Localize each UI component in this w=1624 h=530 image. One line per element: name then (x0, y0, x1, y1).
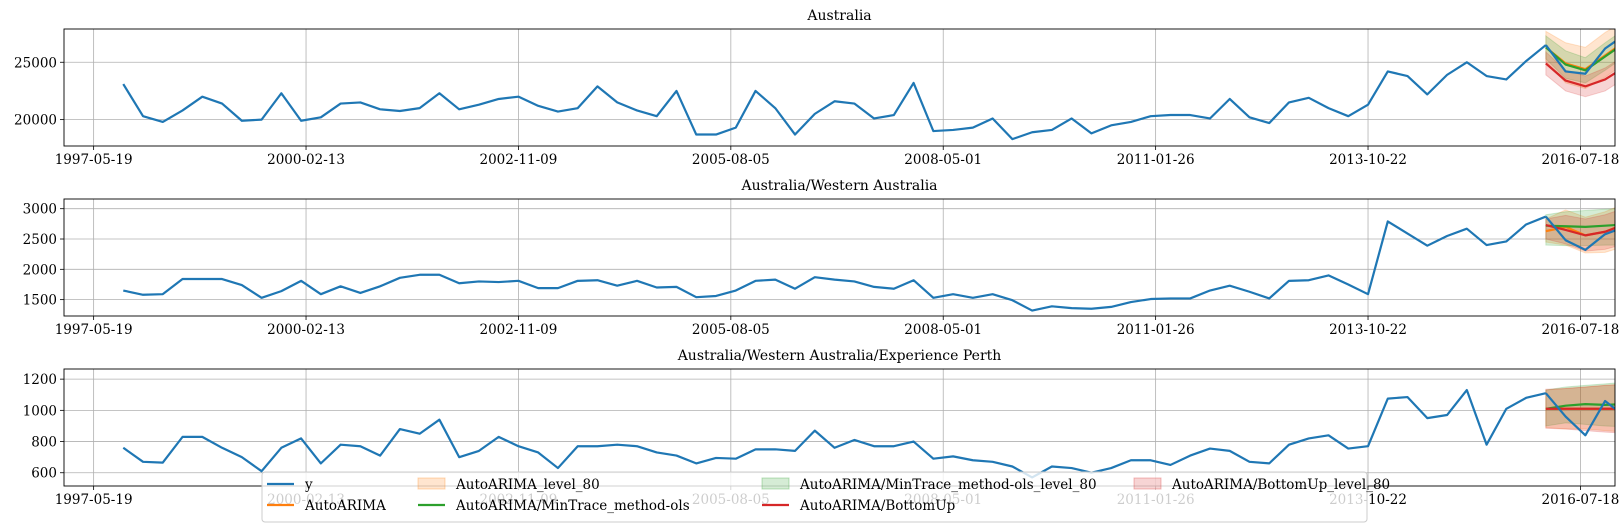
axes-frame (63, 368, 1616, 487)
legend-swatch-patch (761, 477, 790, 490)
y-tick-label: 25000 (14, 55, 57, 71)
series-line-forecast (1545, 46, 1615, 72)
interval-band (1545, 206, 1615, 254)
x-tick-label: 2011-01-26 (1117, 152, 1195, 168)
axes-frame (63, 198, 1616, 317)
axes-frame (63, 28, 1616, 147)
y-tick-label: 600 (31, 466, 57, 482)
panel-1: 1997-05-19 2000-02-13 2002-11-09 2005-08-05… (14, 8, 1620, 168)
x-tick-label: 2002-11-09 (480, 152, 558, 168)
legend-label: AutoARIMA/BottomUp_level_80 (1171, 477, 1390, 493)
x-tick-label: 2000-02-13 (267, 322, 345, 338)
x-tick-label: 2016-07-18 (1542, 152, 1620, 168)
legend-label: AutoARIMA/BottomUp (799, 498, 955, 514)
interval-band (1545, 29, 1615, 90)
x-tick-label: 1997-05-19 (55, 492, 133, 508)
legend: y AutoARIMA AutoARIMA_level_80 AutoARIMA/Mi… (261, 471, 1390, 523)
y-tick-label: 20000 (14, 113, 57, 129)
plot-area (122, 29, 1615, 141)
legend-swatch-patch (1133, 477, 1162, 490)
y-tick-label: 3000 (23, 202, 57, 218)
series-line-y-actual (1544, 40, 1615, 75)
interval-band (1545, 34, 1615, 84)
legend-item-bu_band: AutoARIMA/BottomUp_level_80 (1133, 477, 1390, 493)
legend-item-auto_band: AutoARIMA_level_80 (417, 477, 600, 493)
x-tick-label: 2005-08-05 (692, 152, 770, 168)
y-tick-label: 2000 (23, 262, 57, 278)
legend-item-auto: AutoARIMA (267, 498, 386, 514)
x-tick-label: 2013-10-22 (1329, 152, 1407, 168)
series-line-forecast (1545, 403, 1615, 410)
x-tick-label: 2016-07-18 (1542, 322, 1620, 338)
x-tick-label: 2011-01-26 (1117, 322, 1195, 338)
legend-item-bu: AutoARIMA/BottomUp (762, 498, 955, 514)
plot-area (122, 382, 1615, 479)
y-tick-label: 1200 (23, 372, 57, 388)
y-tick-label: 1000 (23, 403, 57, 419)
x-tick-label: 2002-11-09 (480, 322, 558, 338)
x-tick-label: 2005-08-05 (692, 322, 770, 338)
x-tick-label: 2000-02-13 (267, 152, 345, 168)
interval-band (1545, 50, 1615, 98)
legend-label: AutoARIMA/MinTrace_method-ols_level_80 (799, 477, 1097, 493)
legend-item-mint: AutoARIMA/MinTrace_method-ols (418, 498, 690, 514)
x-tick-label: 2008-05-01 (904, 152, 982, 168)
legend-item-y: y (267, 477, 313, 493)
panel-2: 1997-05-19 2000-02-13 2002-11-09 2005-08-05… (23, 178, 1620, 338)
series-line-forecast (1545, 62, 1615, 88)
x-tick-label: 1997-05-19 (55, 152, 133, 168)
legend-label: y (304, 477, 313, 493)
series-line-y-actual (1545, 392, 1615, 437)
chart-title: Australia (806, 8, 871, 24)
series-line-forecast (1545, 223, 1615, 228)
series-line-y-actual (1545, 215, 1615, 252)
legend-frame (261, 471, 1368, 523)
series-line-y (123, 215, 1547, 312)
legend-swatch-patch (417, 477, 446, 490)
series-line-forecast (1545, 223, 1615, 237)
legend-label: AutoARIMA_level_80 (455, 477, 600, 493)
y-tick-label: 1500 (23, 293, 57, 309)
x-tick-label: 2013-10-22 (1329, 322, 1407, 338)
y-tick-label: 800 (31, 435, 57, 451)
x-tick-label: 2016-07-18 (1542, 492, 1620, 508)
legend-label: AutoARIMA/MinTrace_method-ols (455, 498, 690, 514)
series-line-forecast (1545, 225, 1615, 237)
x-tick-label: 2008-05-01 (904, 322, 982, 338)
chart-title: Australia/Western Australia (740, 178, 937, 194)
legend-item-mint_band: AutoARIMA/MinTrace_method-ols_level_80 (761, 477, 1097, 493)
legend-label: AutoARIMA (304, 498, 386, 514)
y-tick-label: 2500 (23, 232, 57, 248)
series-line-forecast (1545, 46, 1615, 71)
series-line-y (122, 44, 1547, 141)
chart-title: Australia/Western Australia/Experience P… (677, 348, 1002, 364)
series-line-y (122, 388, 1547, 479)
x-tick-label: 1997-05-19 (55, 322, 133, 338)
plot-area (123, 206, 1615, 312)
